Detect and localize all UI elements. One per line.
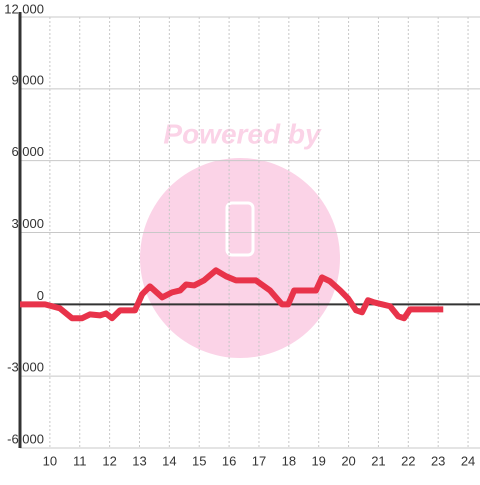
x-tick-label: 23 <box>431 453 445 468</box>
y-tick-label: -6,000 <box>7 431 44 446</box>
x-tick-label: 11 <box>73 453 87 468</box>
x-tick-label: 18 <box>282 453 296 468</box>
y-tick-label: 6,000 <box>11 144 44 159</box>
x-tick-label: 12 <box>102 453 116 468</box>
x-tick-label: 13 <box>132 453 146 468</box>
x-tick-label: 16 <box>222 453 236 468</box>
y-tick-label: 12,000 <box>4 1 44 16</box>
x-tick-label: 22 <box>401 453 415 468</box>
x-tick-label: 19 <box>311 453 325 468</box>
x-tick-label: 21 <box>371 453 385 468</box>
watermark-logo <box>140 158 340 358</box>
y-tick-label: 3,000 <box>11 216 44 231</box>
y-tick-label: 0 <box>37 288 44 303</box>
x-tick-label: 20 <box>341 453 355 468</box>
x-tick-label: 10 <box>43 453 57 468</box>
x-tick-label: 14 <box>162 453 176 468</box>
x-tick-label: 15 <box>192 453 206 468</box>
x-tick-label: 24 <box>461 453 475 468</box>
y-tick-label: -3,000 <box>7 360 44 375</box>
watermark: Powered by <box>163 118 322 149</box>
x-tick-label: 17 <box>252 453 266 468</box>
line <box>20 267 444 322</box>
y-tick-label: 9,000 <box>11 72 44 87</box>
watermark-icon <box>225 201 255 257</box>
